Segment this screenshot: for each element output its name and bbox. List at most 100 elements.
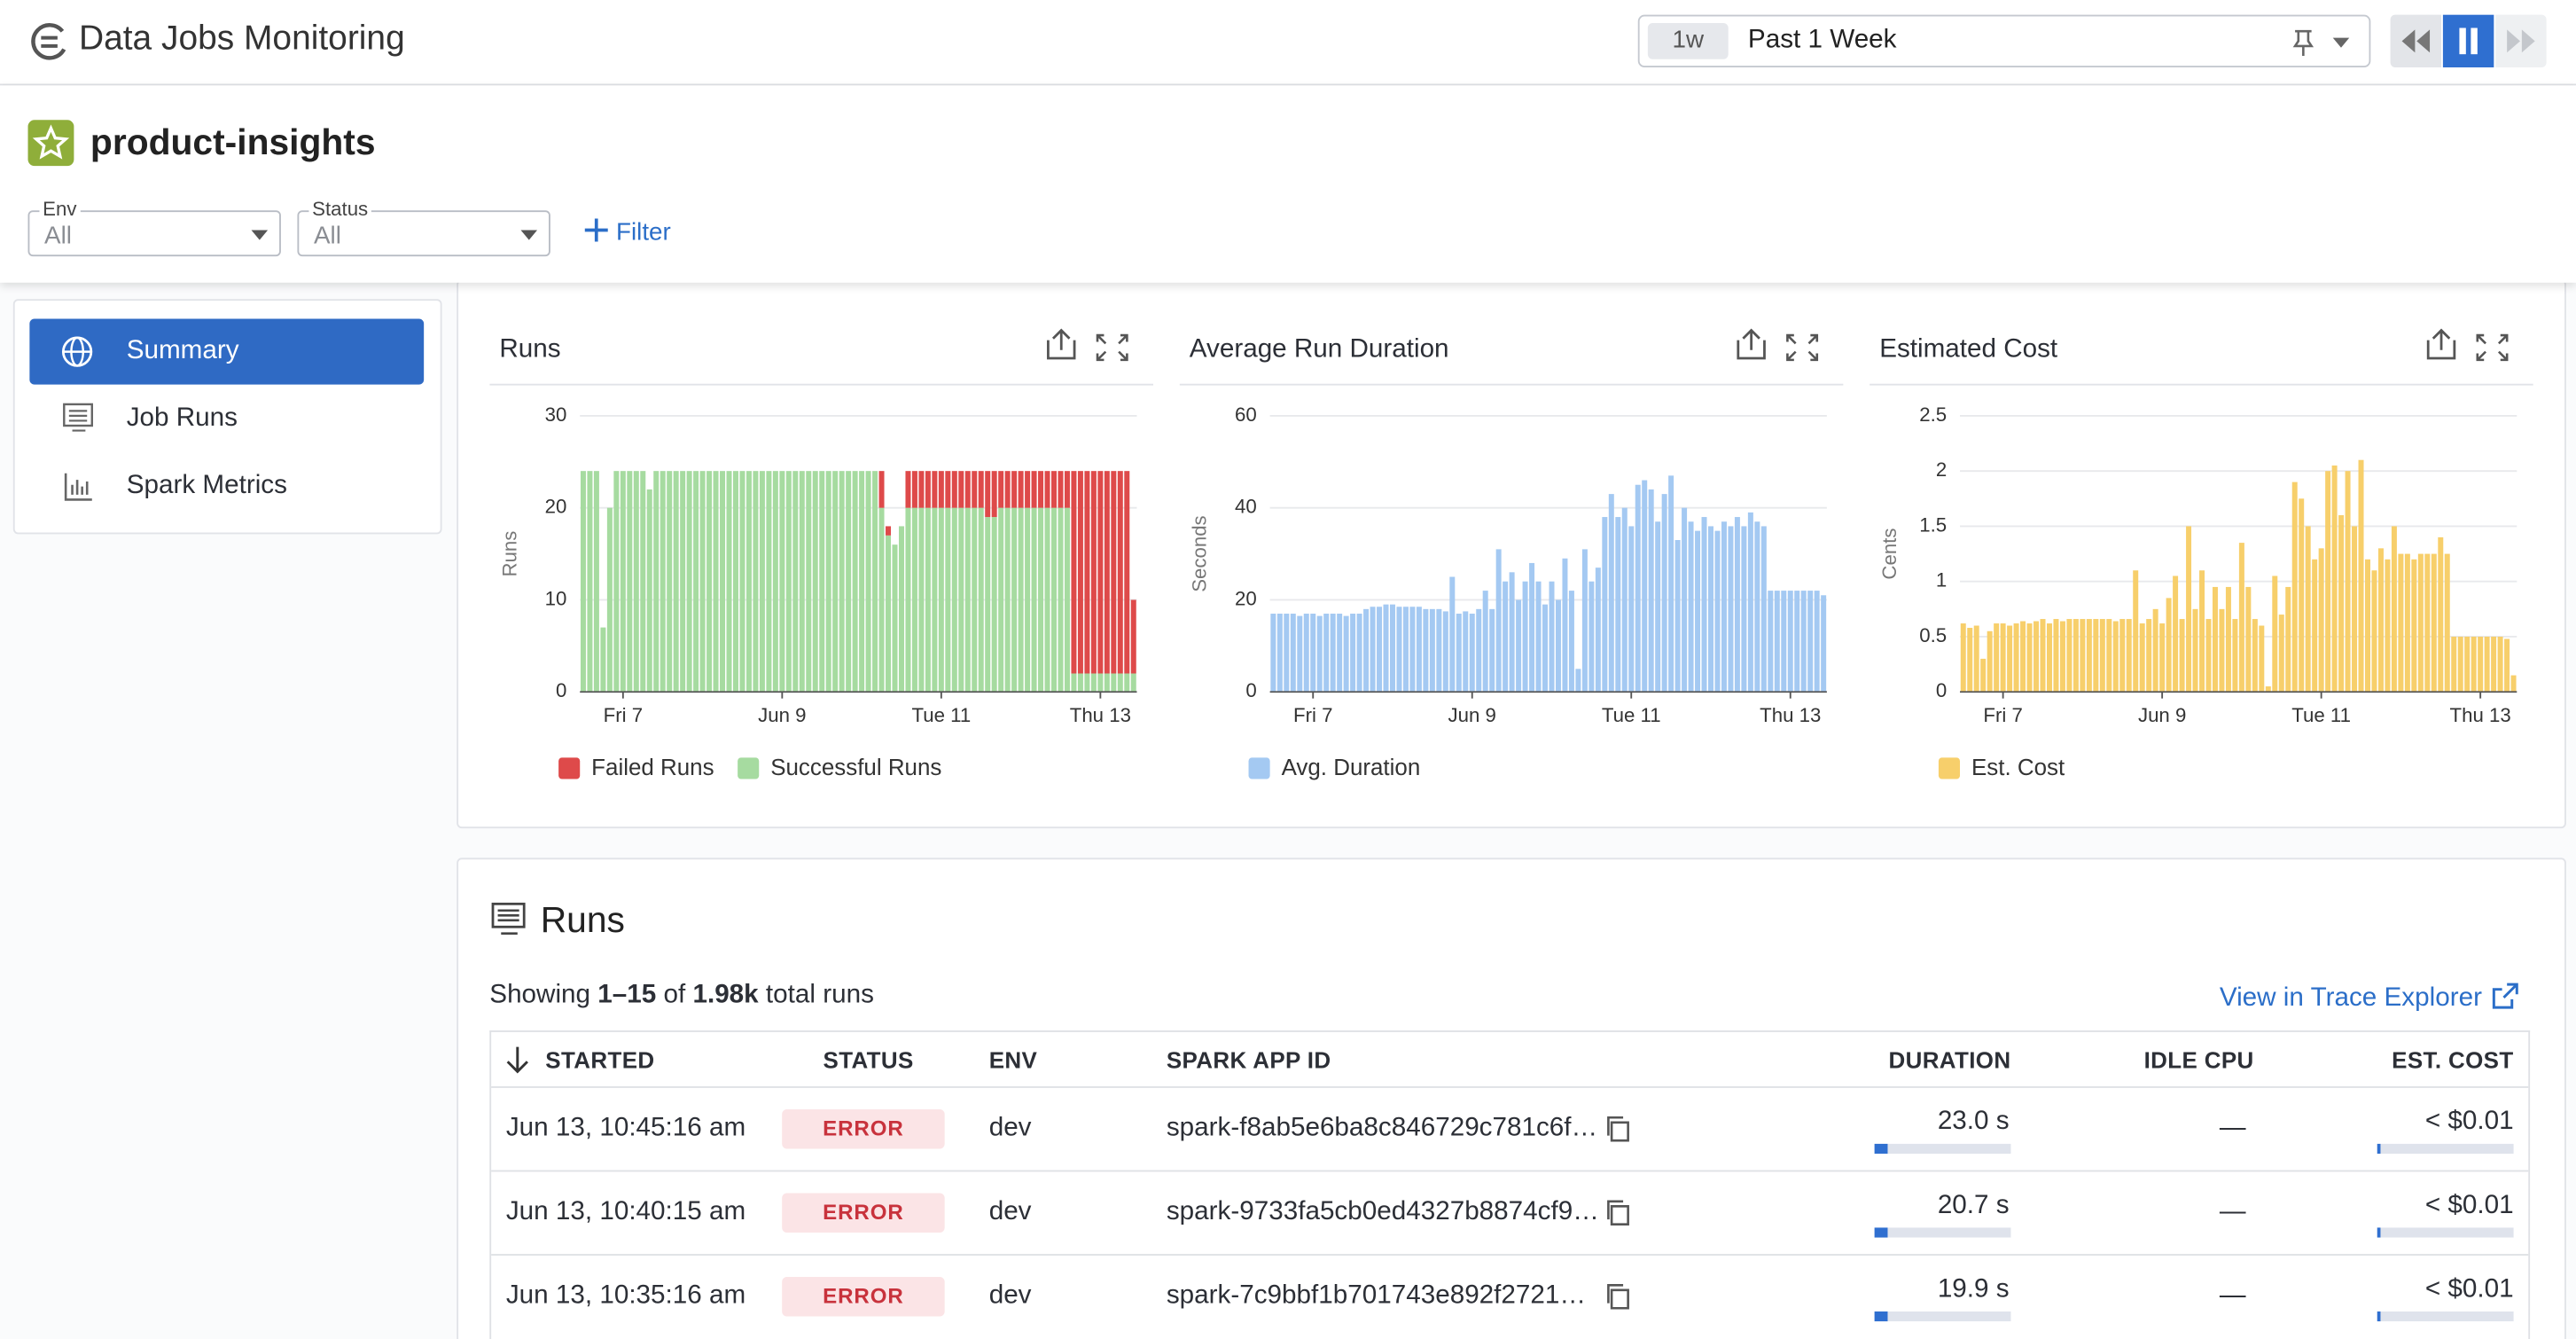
bar [1821,595,1827,693]
rewind-button[interactable] [2390,14,2442,67]
bar [2411,559,2417,693]
table-row[interactable]: Jun 13, 10:45:16 am ERROR dev spark-f8ab5e6… [491,1086,2529,1171]
top-bar: Data Jobs Monitoring 1w Past 1 Week [0,0,2576,86]
bar [2417,553,2424,693]
y-axis-label: Seconds [1189,515,1211,591]
column-header[interactable]: EST. COST [2392,1046,2514,1074]
sort-icon[interactable] [506,1045,529,1075]
column-header[interactable]: SPARK APP ID [1166,1046,1331,1074]
legend-swatch[interactable] [1248,757,1270,779]
legend-swatch[interactable] [738,757,760,779]
column-header[interactable]: IDLE CPU [2143,1046,2254,1074]
bar [932,507,938,693]
bar [779,471,785,693]
bar [2385,559,2391,693]
bar [2484,636,2490,693]
pause-button[interactable] [2442,14,2494,67]
bar [951,507,957,693]
bar [1575,669,1581,693]
bar [1356,614,1362,693]
bar [2152,608,2158,693]
duration-meter [1874,1311,2011,1322]
bar [587,471,593,693]
legend-swatch[interactable] [558,757,581,779]
bar [1284,614,1290,693]
fullscreen-icon[interactable] [2476,333,2509,362]
column-header[interactable]: DURATION [1888,1046,2011,1074]
bar [846,471,852,693]
copy-icon[interactable] [1605,1283,1632,1310]
bar [2404,553,2410,693]
env-filter[interactable]: Env All [27,197,281,257]
bar [1084,471,1090,674]
cost-meter [2377,1227,2514,1238]
summary-text: total runs [758,981,874,1009]
legend-label[interactable]: Failed Runs [591,756,714,780]
runs-table: STARTED STATUS ENV SPARK APP ID DURATION… [489,1030,2531,1339]
forward-button[interactable] [2495,14,2547,67]
bar [1615,517,1621,693]
bar [998,507,1004,693]
filter-value: All [313,222,341,250]
x-tick-label: Thu 13 [1760,704,1821,726]
page-title: product-insights [90,121,376,163]
bar [1363,608,1370,693]
idle-cpu-cell: — [2219,1114,2246,1143]
nav-item[interactable]: Spark Metrics [29,454,424,520]
table-row[interactable]: Jun 13, 10:40:15 am ERROR dev spark-9733fa5… [491,1170,2529,1255]
export-icon[interactable] [1737,328,1766,360]
fullscreen-icon[interactable] [1786,333,1819,362]
duration-cell: 19.9 s [1937,1275,2010,1304]
time-picker[interactable]: 1w Past 1 Week [1637,14,2371,67]
idle-cpu-cell: — [2219,1281,2246,1311]
fullscreen-icon[interactable] [1096,333,1128,362]
copy-icon[interactable] [1605,1200,1632,1226]
bar [1011,507,1018,693]
legend-label[interactable]: Successful Runs [770,756,941,780]
bar [1025,471,1031,508]
bar [2040,619,2046,693]
bar [667,471,673,693]
bar [872,471,878,693]
table-row[interactable]: Jun 13, 10:35:16 am ERROR dev spark-7c9bbf1… [491,1254,2529,1338]
env-cell: dev [988,1114,1032,1143]
bar [2173,576,2179,693]
status-filter[interactable]: Status All [297,197,550,257]
bar [1130,673,1136,693]
column-header[interactable]: STATUS [823,1046,914,1074]
nav-item-selected[interactable]: Summary [29,318,425,385]
column-header[interactable]: ENV [988,1046,1038,1074]
bar [1994,623,2000,693]
bar [2504,638,2510,693]
column-header[interactable]: STARTED [545,1046,655,1074]
legend-label[interactable]: Est. Cost [1971,756,2065,780]
bar [1038,471,1044,508]
export-icon[interactable] [1047,328,1076,360]
bar [2345,471,2351,693]
bar [739,471,745,693]
section-title: Runs [540,898,625,941]
copy-icon[interactable] [1605,1116,1632,1142]
bar [2013,623,2019,693]
bar [2099,619,2105,693]
trace-explorer-link[interactable]: View in Trace Explorer [2220,983,2518,1014]
bar [1509,572,1515,693]
status-badge: ERROR [782,1277,945,1317]
bar [1482,591,1488,693]
bar [2146,619,2152,693]
bar [1794,591,1800,693]
filter-value: All [44,222,72,250]
bar [2139,623,2145,693]
bar [2026,623,2033,693]
bar [1807,591,1814,693]
bar [1741,526,1747,693]
bar [2126,619,2132,693]
bar [2212,586,2218,693]
legend-swatch[interactable] [1938,757,1961,779]
chart-title: Estimated Cost [1879,334,2058,364]
legend-label[interactable]: Avg. Duration [1282,756,1421,780]
nav-item[interactable]: Job Runs [29,387,424,452]
add-filter[interactable]: Filter [583,217,671,247]
bar [2086,619,2092,693]
export-icon[interactable] [2426,328,2456,360]
